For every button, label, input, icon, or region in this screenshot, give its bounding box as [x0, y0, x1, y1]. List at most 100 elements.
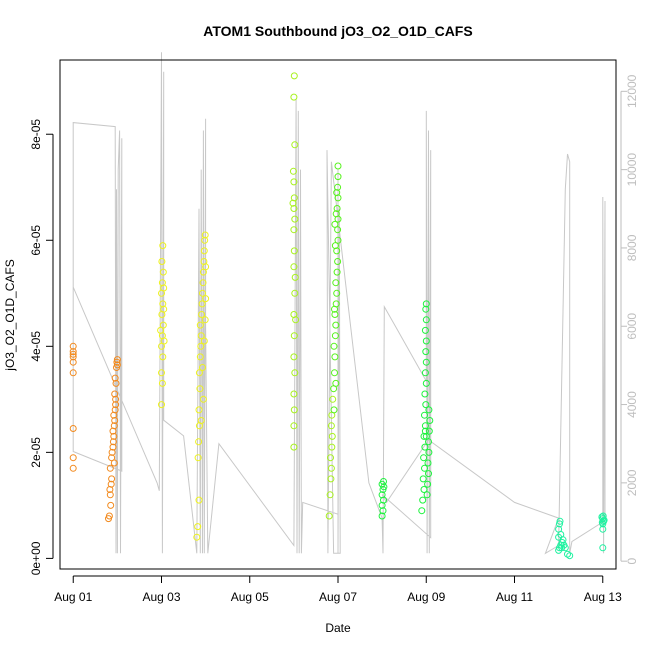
- x-tick-label: Aug 11: [496, 590, 533, 604]
- y2-tick-label: 6000: [625, 313, 639, 340]
- data-point: [291, 215, 299, 223]
- data-point: [197, 342, 205, 350]
- data-point: [290, 332, 298, 340]
- data-point: [200, 337, 208, 345]
- data-point: [108, 475, 116, 483]
- x-axis: Aug 01 Aug 03 Aug 05 Aug 07 Aug 09 Aug 11 Aug …: [54, 575, 622, 604]
- data-point: [291, 369, 299, 377]
- data-point: [290, 353, 298, 361]
- data-point: [158, 379, 166, 387]
- x-tick-label: Aug 05: [231, 590, 269, 604]
- data-point: [196, 321, 204, 329]
- data-point: [421, 326, 429, 334]
- data-point: [557, 531, 565, 538]
- data-point: [327, 454, 334, 462]
- data-point: [109, 443, 117, 451]
- data-point: [556, 520, 563, 528]
- data-point: [69, 348, 77, 356]
- data-point: [421, 411, 428, 419]
- data-point: [291, 289, 299, 297]
- plot-frame: [59, 59, 617, 570]
- data-point: [108, 454, 116, 462]
- data-point: [327, 422, 335, 430]
- y-axis-label: jO3_O2_O1D_CAFS: [3, 259, 17, 371]
- data-point: [195, 369, 203, 377]
- y-tick-label: 8e-05: [29, 119, 43, 150]
- data-point: [424, 459, 432, 467]
- data-point: [421, 427, 429, 435]
- data-point: [421, 464, 428, 472]
- data-point: [332, 379, 340, 387]
- data-point: [194, 454, 202, 462]
- data-point: [113, 358, 121, 366]
- data-point: [599, 544, 607, 552]
- data-point: [421, 422, 429, 430]
- data-point: [425, 406, 433, 414]
- data-point: [290, 72, 298, 80]
- data-point: [420, 454, 428, 462]
- x-tick-label: Aug 03: [142, 590, 180, 604]
- data-point: [378, 512, 386, 520]
- data-point: [334, 173, 342, 181]
- data-point: [290, 406, 298, 414]
- data-point: [290, 205, 298, 212]
- y2-tick-label: 10000: [625, 153, 639, 187]
- y-tick-label: 6e-05: [29, 225, 43, 256]
- data-point: [107, 480, 115, 488]
- data-point: [378, 491, 386, 499]
- data-point: [422, 432, 430, 440]
- data-point: [290, 443, 298, 451]
- data-point: [201, 236, 209, 244]
- data-point: [426, 417, 434, 424]
- data-point: [331, 242, 339, 250]
- data-point: [290, 390, 298, 398]
- y-tick-label: 2e-05: [29, 437, 43, 468]
- data-point: [330, 342, 338, 350]
- data-point: [105, 512, 113, 520]
- data-point: [331, 305, 338, 313]
- data-point: [561, 544, 569, 552]
- data-point: [422, 379, 430, 387]
- data-point: [110, 459, 118, 467]
- data-point: [380, 478, 387, 485]
- data-point: [327, 464, 335, 472]
- data-point: [333, 268, 341, 276]
- data-point: [160, 337, 168, 345]
- data-point: [424, 480, 432, 488]
- data-point: [328, 443, 336, 451]
- data-point: [331, 311, 339, 318]
- data-point: [196, 353, 204, 361]
- data-point: [111, 374, 119, 382]
- data-point: [111, 390, 119, 398]
- altitude-line-layer: [72, 52, 606, 555]
- data-point: [158, 369, 165, 377]
- data-point: [195, 406, 203, 414]
- data-point: [334, 226, 342, 234]
- data-point: [198, 311, 206, 318]
- data-point: [330, 406, 338, 414]
- data-point: [107, 501, 115, 509]
- data-point: [425, 448, 433, 456]
- data-point: [422, 348, 430, 356]
- data-point: [110, 432, 118, 440]
- data-point: [159, 321, 167, 329]
- data-point: [419, 496, 427, 504]
- data-point: [158, 258, 166, 265]
- data-point: [199, 279, 207, 287]
- data-point: [109, 438, 117, 446]
- data-point: [112, 379, 120, 387]
- data-point: [558, 544, 566, 552]
- data-point: [290, 93, 298, 101]
- data-point: [193, 533, 201, 541]
- data-point: [195, 438, 203, 446]
- data-point: [69, 342, 77, 350]
- data-point: [106, 491, 114, 499]
- data-point: [108, 448, 116, 456]
- data-point: [159, 242, 167, 250]
- data-point: [289, 167, 297, 175]
- data-point: [422, 401, 430, 409]
- chart-title: ATOM1 Southbound jO3_O2_O1D_CAFS: [203, 23, 472, 39]
- x-tick-label: Aug 09: [407, 590, 445, 604]
- data-point: [332, 279, 340, 287]
- data-point: [111, 417, 119, 424]
